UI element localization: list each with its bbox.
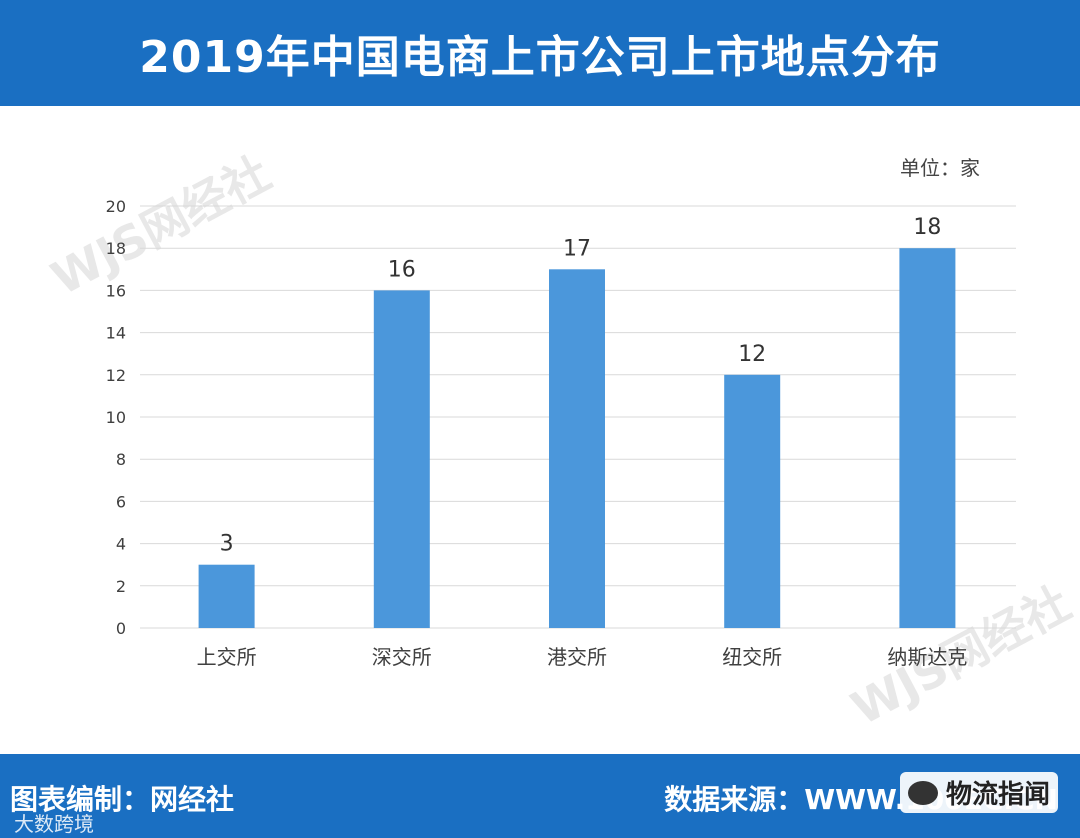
wechat-badge-label: 物流指闻 <box>946 780 1051 810</box>
y-tick-label-20: 20 <box>106 197 126 216</box>
bar-纽交所 <box>724 374 781 628</box>
y-tick-label-18: 18 <box>106 239 126 258</box>
wechat-icon <box>908 780 938 805</box>
y-tick-label-8: 8 <box>116 450 126 469</box>
y-tick-label-2: 2 <box>116 577 126 596</box>
unit-label: 单位：家 <box>900 156 980 180</box>
chart-title: 2019年中国电商上市公司上市地点分布 <box>139 32 941 83</box>
x-tick-label-纽交所: 纽交所 <box>722 645 782 669</box>
data-label-纳斯达克: 18 <box>913 215 941 240</box>
y-tick-label-16: 16 <box>106 281 126 300</box>
y-tick-label-6: 6 <box>116 492 126 511</box>
data-label-深交所: 16 <box>388 257 416 282</box>
y-tick-label-0: 0 <box>116 619 126 638</box>
data-label-上交所: 3 <box>220 532 234 557</box>
bar-纳斯达克 <box>899 248 956 628</box>
chart-header: 2019年中国电商上市公司上市地点分布 <box>0 0 1080 106</box>
y-tick-label-14: 14 <box>106 324 126 343</box>
y-tick-label-10: 10 <box>106 408 126 427</box>
data-label-港交所: 17 <box>563 236 591 261</box>
x-tick-label-港交所: 港交所 <box>547 645 607 669</box>
x-tick-label-纳斯达克: 纳斯达克 <box>887 645 967 669</box>
x-tick-label-上交所: 上交所 <box>197 645 257 669</box>
data-label-纽交所: 12 <box>738 342 766 367</box>
x-tick-label-深交所: 深交所 <box>372 645 432 669</box>
bar-深交所 <box>373 290 430 628</box>
y-tick-label-12: 12 <box>106 366 126 385</box>
footer-compiler: 图表编制：网经社 <box>10 783 235 816</box>
wechat-badge: 物流指闻 <box>900 772 1059 813</box>
small-watermark: 大数跨境 <box>14 812 94 836</box>
bar-上交所 <box>198 564 255 628</box>
bar-港交所 <box>549 269 605 628</box>
y-tick-label-4: 4 <box>116 535 126 554</box>
